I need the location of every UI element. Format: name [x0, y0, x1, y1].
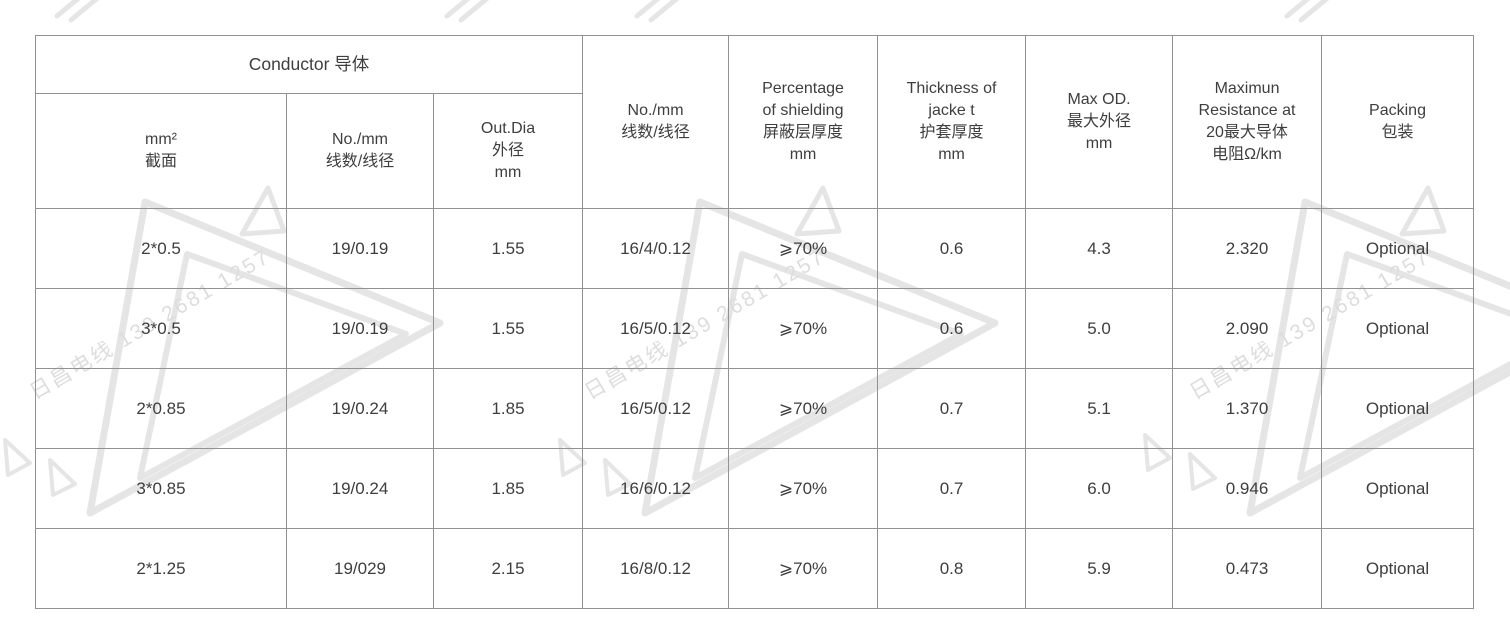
cell-shield-strands: 16/5/0.12: [582, 288, 730, 369]
cell-resistance: 0.473: [1172, 528, 1323, 609]
cell-out-dia: 1.55: [432, 208, 584, 289]
cell-shield-pct: ⩾70%: [728, 528, 879, 609]
cell-conductor-strands: 19/0.19: [286, 288, 434, 369]
cell-max-od: 4.3: [1025, 208, 1174, 289]
cell-conductor-strands: 19/0.24: [286, 448, 434, 529]
header-max-od: Max OD. 最大外径 mm: [1025, 35, 1174, 209]
header-max-resistance: Maximun Resistance at 20最大导体 电阻Ω/km: [1172, 35, 1323, 209]
cell-size: 2*0.85: [35, 368, 287, 449]
header-jacket-thickness: Thickness of jacke t 护套厚度 mm: [877, 35, 1027, 209]
table-row: 2*0.5 19/0.19 1.55 16/4/0.12 ⩾70% 0.6 4.…: [35, 208, 1475, 289]
header-shielding-percentage: Percentage of shielding 屏蔽层厚度 mm: [728, 35, 879, 209]
cell-size: 2*1.25: [35, 528, 287, 609]
cell-jacket: 0.7: [877, 368, 1027, 449]
cell-resistance: 0.946: [1172, 448, 1323, 529]
cell-out-dia: 1.85: [432, 448, 584, 529]
cell-resistance: 2.090: [1172, 288, 1323, 369]
cell-conductor-strands: 19/0.19: [286, 208, 434, 289]
cell-shield-strands: 16/6/0.12: [582, 448, 730, 529]
header-no-mm-shield: No./mm 线数/线径: [582, 35, 730, 209]
header-out-dia: Out.Dia 外径 mm: [432, 93, 584, 209]
header-packing: Packing 包装: [1321, 35, 1475, 209]
cell-shield-pct: ⩾70%: [728, 448, 879, 529]
cell-max-od: 6.0: [1025, 448, 1174, 529]
cell-jacket: 0.6: [877, 208, 1027, 289]
cell-size: 2*0.5: [35, 208, 287, 289]
cell-shield-pct: ⩾70%: [728, 288, 879, 369]
spec-table: Conductor 导体 No./mm 线数/线径 Percentage of …: [34, 35, 1475, 609]
cell-packing: Optional: [1321, 288, 1475, 369]
cell-conductor-strands: 19/0.24: [286, 368, 434, 449]
table-row: 2*1.25 19/029 2.15 16/8/0.12 ⩾70% 0.8 5.…: [35, 528, 1475, 609]
table-row: 2*0.85 19/0.24 1.85 16/5/0.12 ⩾70% 0.7 5…: [35, 368, 1475, 449]
cell-out-dia: 2.15: [432, 528, 584, 609]
header-no-mm-conductor: No./mm 线数/线径: [286, 93, 434, 209]
cell-max-od: 5.1: [1025, 368, 1174, 449]
cell-size: 3*0.85: [35, 448, 287, 529]
cell-packing: Optional: [1321, 528, 1475, 609]
cell-jacket: 0.6: [877, 288, 1027, 369]
cell-shield-strands: 16/5/0.12: [582, 368, 730, 449]
cell-max-od: 5.0: [1025, 288, 1174, 369]
cell-jacket: 0.8: [877, 528, 1027, 609]
cell-shield-pct: ⩾70%: [728, 368, 879, 449]
cell-out-dia: 1.85: [432, 368, 584, 449]
cell-shield-pct: ⩾70%: [728, 208, 879, 289]
cell-resistance: 2.320: [1172, 208, 1323, 289]
cell-resistance: 1.370: [1172, 368, 1323, 449]
header-mm2: mm² 截面: [35, 93, 287, 209]
table-row: 3*0.85 19/0.24 1.85 16/6/0.12 ⩾70% 0.7 6…: [35, 448, 1475, 529]
cell-out-dia: 1.55: [432, 288, 584, 369]
cell-shield-strands: 16/8/0.12: [582, 528, 730, 609]
watermark-fragment-icon: [54, 0, 1330, 23]
cell-packing: Optional: [1321, 448, 1475, 529]
cell-size: 3*0.5: [35, 288, 287, 369]
cell-max-od: 5.9: [1025, 528, 1174, 609]
cell-shield-strands: 16/4/0.12: [582, 208, 730, 289]
cell-jacket: 0.7: [877, 448, 1027, 529]
cell-conductor-strands: 19/029: [286, 528, 434, 609]
cell-packing: Optional: [1321, 208, 1475, 289]
header-conductor-group: Conductor 导体: [34, 35, 584, 94]
cell-packing: Optional: [1321, 368, 1475, 449]
table-row: 3*0.5 19/0.19 1.55 16/5/0.12 ⩾70% 0.6 5.…: [35, 288, 1475, 369]
